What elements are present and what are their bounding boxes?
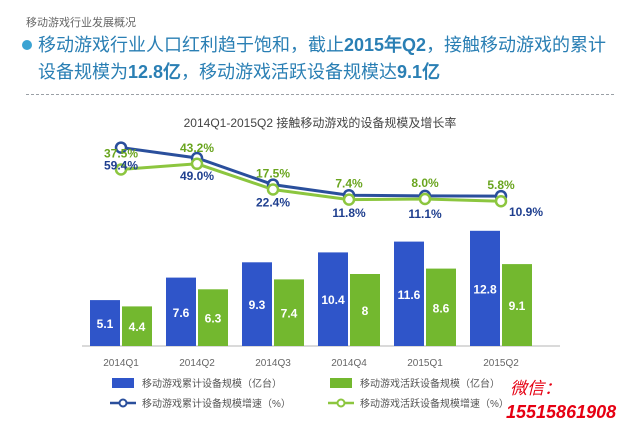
bar-active-devices [198, 289, 228, 346]
point-active-growth [418, 192, 432, 206]
bar-total-label: 12.8 [473, 282, 497, 296]
legend-active-devices-swatch [330, 378, 352, 388]
divider [26, 94, 614, 95]
point-active-growth [342, 193, 356, 206]
legend-active-growth-marker [336, 398, 346, 408]
bar-total-label: 10.4 [321, 293, 345, 307]
active-growth-label: 5.8% [487, 178, 515, 192]
x-tick-label: 2014Q1 [103, 358, 139, 369]
bar-active-devices [274, 279, 304, 346]
total-growth-label: 49.0% [180, 169, 214, 183]
x-tick-label: 2014Q4 [331, 358, 367, 369]
legend-active-devices-label: 移动游戏活跃设备规模（亿台） [360, 377, 500, 390]
legend-total-devices-label: 移动游戏累计设备规模（亿台） [142, 377, 282, 390]
x-tick-label: 2015Q2 [483, 358, 519, 369]
bar-active-label: 7.4 [281, 307, 298, 321]
bar-total-devices [394, 241, 424, 346]
watermark-number: 15515861908 [506, 402, 617, 422]
headline-part-2: ，接触移动游戏的累计设备规模为 [38, 35, 607, 82]
bar-total-devices [90, 300, 120, 346]
bar-total-devices [166, 277, 196, 346]
active-growth-label: 8.0% [411, 176, 439, 190]
x-tick-label: 2015Q1 [407, 358, 443, 369]
headline-text: 移动游戏行业人口红利趋于饱和，截止2015年Q2，接触移动游戏的累计设备规模为1… [38, 32, 618, 86]
point-active-growth [494, 194, 508, 208]
bar-total-label: 11.6 [398, 288, 421, 302]
bar-active-label: 4.4 [129, 320, 146, 334]
point-active-growth [190, 157, 204, 171]
section-label: 移动游戏行业发展概况 [26, 17, 136, 29]
point-total-growth [114, 141, 128, 154]
active-growth-label: 43.2% [180, 141, 214, 155]
legend-total-devices-swatch [112, 378, 134, 388]
headline-part-1: 移动游戏行业人口红利趋于饱和，截止 [38, 35, 344, 55]
total-growth-label: 11.8% [332, 206, 366, 220]
bullet-dot-icon [22, 40, 32, 50]
bar-active-label: 6.3 [205, 312, 222, 326]
legend-active-growth-label: 移动游戏活跃设备规模增速（%） [360, 397, 509, 410]
headline-period: 2015年Q2 [344, 35, 427, 55]
bar-active-devices [122, 306, 152, 346]
x-tick-label: 2014Q3 [255, 358, 291, 369]
headline-total-devices: 12.8亿 [128, 62, 182, 82]
bar-active-label: 8.6 [433, 301, 450, 315]
headline-active-devices: 9.1亿 [397, 62, 441, 82]
line-total-growth [120, 146, 502, 198]
headline-part-3: ，移动游戏活跃设备规模达 [181, 62, 398, 82]
point-active-growth [114, 163, 128, 176]
bar-total-label: 9.3 [249, 298, 266, 312]
total-growth-label: 10.9% [509, 205, 543, 219]
bar-total-devices [470, 230, 500, 346]
bar-total-devices [242, 262, 272, 346]
bar-active-label: 9.1 [509, 299, 526, 313]
active-growth-label: 17.5% [256, 167, 290, 181]
bar-total-label: 5.1 [97, 317, 114, 331]
legend-total-growth-marker [118, 398, 128, 408]
total-growth-label: 22.4% [256, 196, 290, 210]
bar-active-devices [426, 268, 456, 346]
bar-total-devices [318, 252, 348, 346]
point-active-growth [266, 183, 280, 196]
legend-total-growth-label: 移动游戏累计设备规模增速（%） [142, 397, 291, 410]
active-growth-label: 37.5% [104, 147, 138, 161]
x-tick-label: 2014Q2 [179, 358, 215, 369]
bar-total-label: 7.6 [173, 306, 190, 320]
active-growth-label: 7.4% [335, 177, 363, 191]
bar-active-devices [502, 264, 532, 346]
bar-active-devices [350, 274, 380, 346]
bar-active-label: 8 [362, 304, 369, 318]
total-growth-label: 11.1% [408, 207, 442, 221]
chart-title: 2014Q1-2015Q2 接触移动游戏的设备规模及增长率 [183, 116, 457, 130]
total-growth-label: 59.4% [104, 159, 138, 173]
line-active-growth [120, 162, 502, 203]
watermark-label: 微信： [510, 379, 561, 398]
